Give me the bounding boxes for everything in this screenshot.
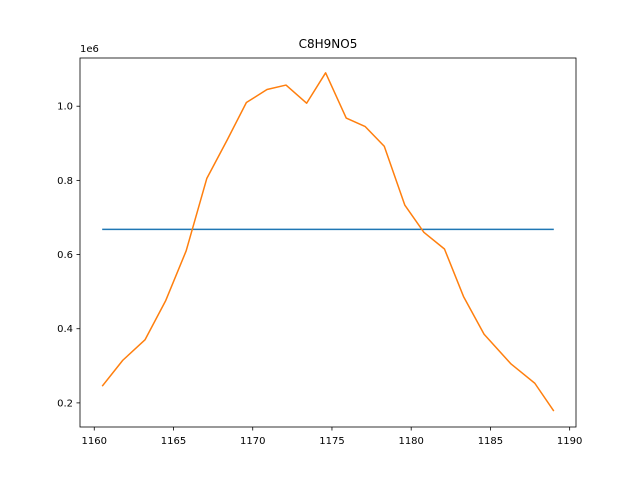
x-tick-label: 1190 [557, 436, 582, 447]
series-1-line [101, 72, 555, 412]
x-tick-label: 1180 [398, 436, 423, 447]
plot-frame [79, 57, 577, 428]
x-tick-label: 1185 [478, 436, 503, 447]
y-tick-label: 0.8 [57, 176, 73, 187]
x-tick-label: 1165 [161, 436, 186, 447]
x-tick-label: 1175 [319, 436, 344, 447]
x-axis-ticks: 1160 1165 1170 1175 1180 1185 1190 [82, 427, 582, 447]
y-tick-label: 0.2 [57, 398, 73, 409]
x-tick-label: 1170 [240, 436, 265, 447]
y-tick-label: 0.6 [57, 250, 73, 261]
y-axis-ticks: 0.2 0.4 0.6 0.8 1.0 [57, 102, 80, 409]
y-tick-label: 0.4 [57, 324, 73, 335]
series-layer [101, 72, 555, 412]
y-axis-offset-label: 1e6 [80, 44, 99, 55]
y-tick-label: 1.0 [57, 102, 73, 113]
chart-title: C8H9NO5 [299, 37, 358, 51]
x-tick-label: 1160 [82, 436, 107, 447]
